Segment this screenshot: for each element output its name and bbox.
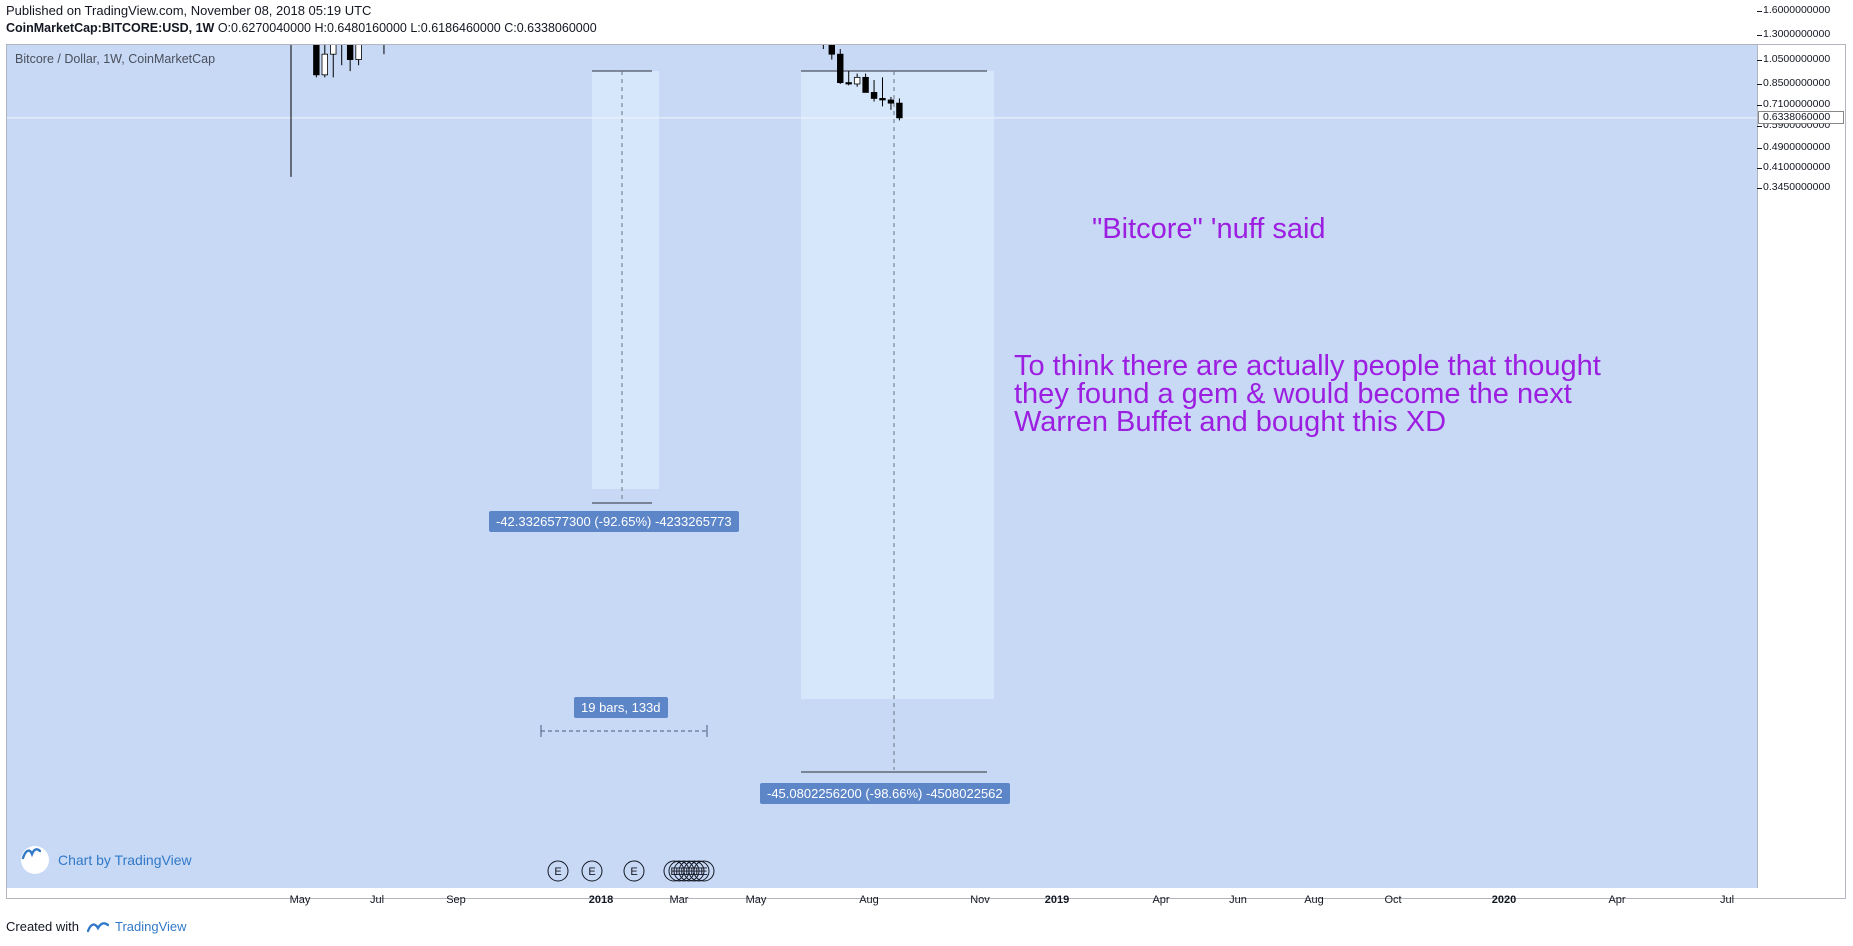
tradingview-brand-link[interactable]: TradingView (114, 919, 187, 934)
current-price-label: 0.6338060000 (1758, 110, 1844, 124)
tradingview-logo-icon (86, 921, 109, 932)
price-tick-label: 1.3000000000 (1763, 27, 1831, 40)
candle-body (870, 92, 878, 99)
annotation-note-short[interactable]: "Bitcore" 'nuff said (1092, 213, 1326, 245)
earnings-marker-label: E (700, 866, 707, 878)
time-tick-label: 2020 (1491, 894, 1517, 906)
time-tick-label: 2018 (588, 894, 614, 906)
earnings-marker (678, 860, 700, 882)
duration-label[interactable]: 19 bars, 133d (574, 697, 668, 718)
earnings-marker (693, 860, 715, 882)
candle-body (837, 53, 844, 84)
price-tick-mark (1757, 59, 1762, 61)
candle-body (355, 45, 362, 60)
ohlc-values: O:0.6270040000 H:0.6480160000 L:0.618646… (217, 21, 597, 35)
annotation-note-long[interactable]: To think there are actually people that … (1014, 350, 1754, 438)
measure-label-1[interactable]: -42.3326577300 (-92.65%) -4233265773 (489, 511, 739, 532)
watermark-text: Chart by TradingView (58, 852, 192, 868)
candle-body (879, 98, 886, 101)
price-tick-label: 1.6000000000 (1763, 3, 1831, 16)
earnings-marker (547, 860, 569, 882)
tradingview-logo-icon (21, 846, 49, 874)
candle-body (845, 82, 852, 85)
time-tick-label: Mar (669, 894, 689, 906)
symbol-ohlc-line: CoinMarketCap:BITCORE:USD, 1W O:0.627004… (6, 21, 597, 35)
earnings-marker (688, 860, 710, 882)
candle-body (896, 102, 903, 119)
published-line: Published on TradingView.com, November 0… (6, 3, 372, 18)
range-box-2 (801, 71, 994, 699)
note-line: they found a gem & would become the next (1014, 378, 1572, 410)
time-tick-label: Jul (1719, 894, 1735, 906)
time-tick-label: May (289, 894, 311, 906)
candle-body (321, 53, 328, 76)
earnings-marker-label: E (630, 866, 637, 878)
candle-body (853, 76, 861, 85)
candle-body (313, 45, 320, 76)
time-tick-label: Apr (1608, 894, 1626, 906)
price-tick-label: 0.4100000000 (1763, 161, 1831, 174)
time-tick-label: May (745, 894, 767, 906)
price-tick-mark (1757, 104, 1762, 106)
symbol-label: CoinMarketCap:BITCORE:USD, 1W (6, 21, 215, 35)
candle-body (862, 76, 869, 93)
footer: Created with TradingView (6, 919, 187, 934)
price-tick-label: 1.0500000000 (1763, 52, 1831, 65)
price-tick-label: 0.7100000000 (1763, 97, 1831, 110)
note-line: To think there are actually people that … (1014, 350, 1601, 382)
earnings-marker-label: E (554, 866, 561, 878)
price-tick-mark (1757, 126, 1762, 128)
created-with-label: Created with (6, 919, 79, 934)
price-tick-mark (1757, 188, 1762, 190)
candle-body (346, 45, 354, 60)
time-tick-label: Apr (1152, 894, 1170, 906)
earnings-marker (581, 860, 603, 882)
earnings-marker-label: E (588, 866, 595, 878)
time-tick-label: 2019 (1044, 894, 1070, 906)
tradingview-watermark[interactable]: Chart by TradingView (21, 846, 192, 874)
time-tick-label: Aug (859, 894, 879, 906)
time-tick-label: Jun (1229, 894, 1247, 906)
price-tick-mark (1757, 10, 1762, 12)
candle-body (330, 45, 337, 55)
candle-body (828, 45, 835, 55)
price-tick-mark (1757, 34, 1762, 36)
candle-body (887, 99, 895, 104)
earnings-marker-label: E (695, 866, 702, 878)
range-box-1 (592, 71, 659, 489)
price-tick-label: 0.3450000000 (1763, 181, 1831, 194)
note-line: Warren Buffet and bought this XD (1014, 406, 1447, 438)
time-tick-label: Aug (1304, 894, 1324, 906)
measure-label-2[interactable]: -45.0802256200 (-98.66%) -4508022562 (760, 783, 1010, 804)
time-tick-label: Oct (1384, 894, 1402, 906)
price-tick-mark (1757, 168, 1762, 170)
time-tick-label: Nov (970, 894, 990, 906)
price-tick-label: 0.8500000000 (1763, 76, 1831, 89)
earnings-marker (683, 860, 705, 882)
price-scale[interactable] (1757, 45, 1845, 888)
time-tick-label: Jul (369, 894, 385, 906)
price-tick-mark (1757, 83, 1762, 85)
earnings-marker (623, 860, 645, 882)
chart-title: Bitcore / Dollar, 1W, CoinMarketCap (15, 52, 216, 66)
price-tick-mark (1757, 147, 1762, 149)
price-tick-label: 0.4900000000 (1763, 140, 1831, 153)
time-tick-label: Sep (446, 894, 466, 906)
